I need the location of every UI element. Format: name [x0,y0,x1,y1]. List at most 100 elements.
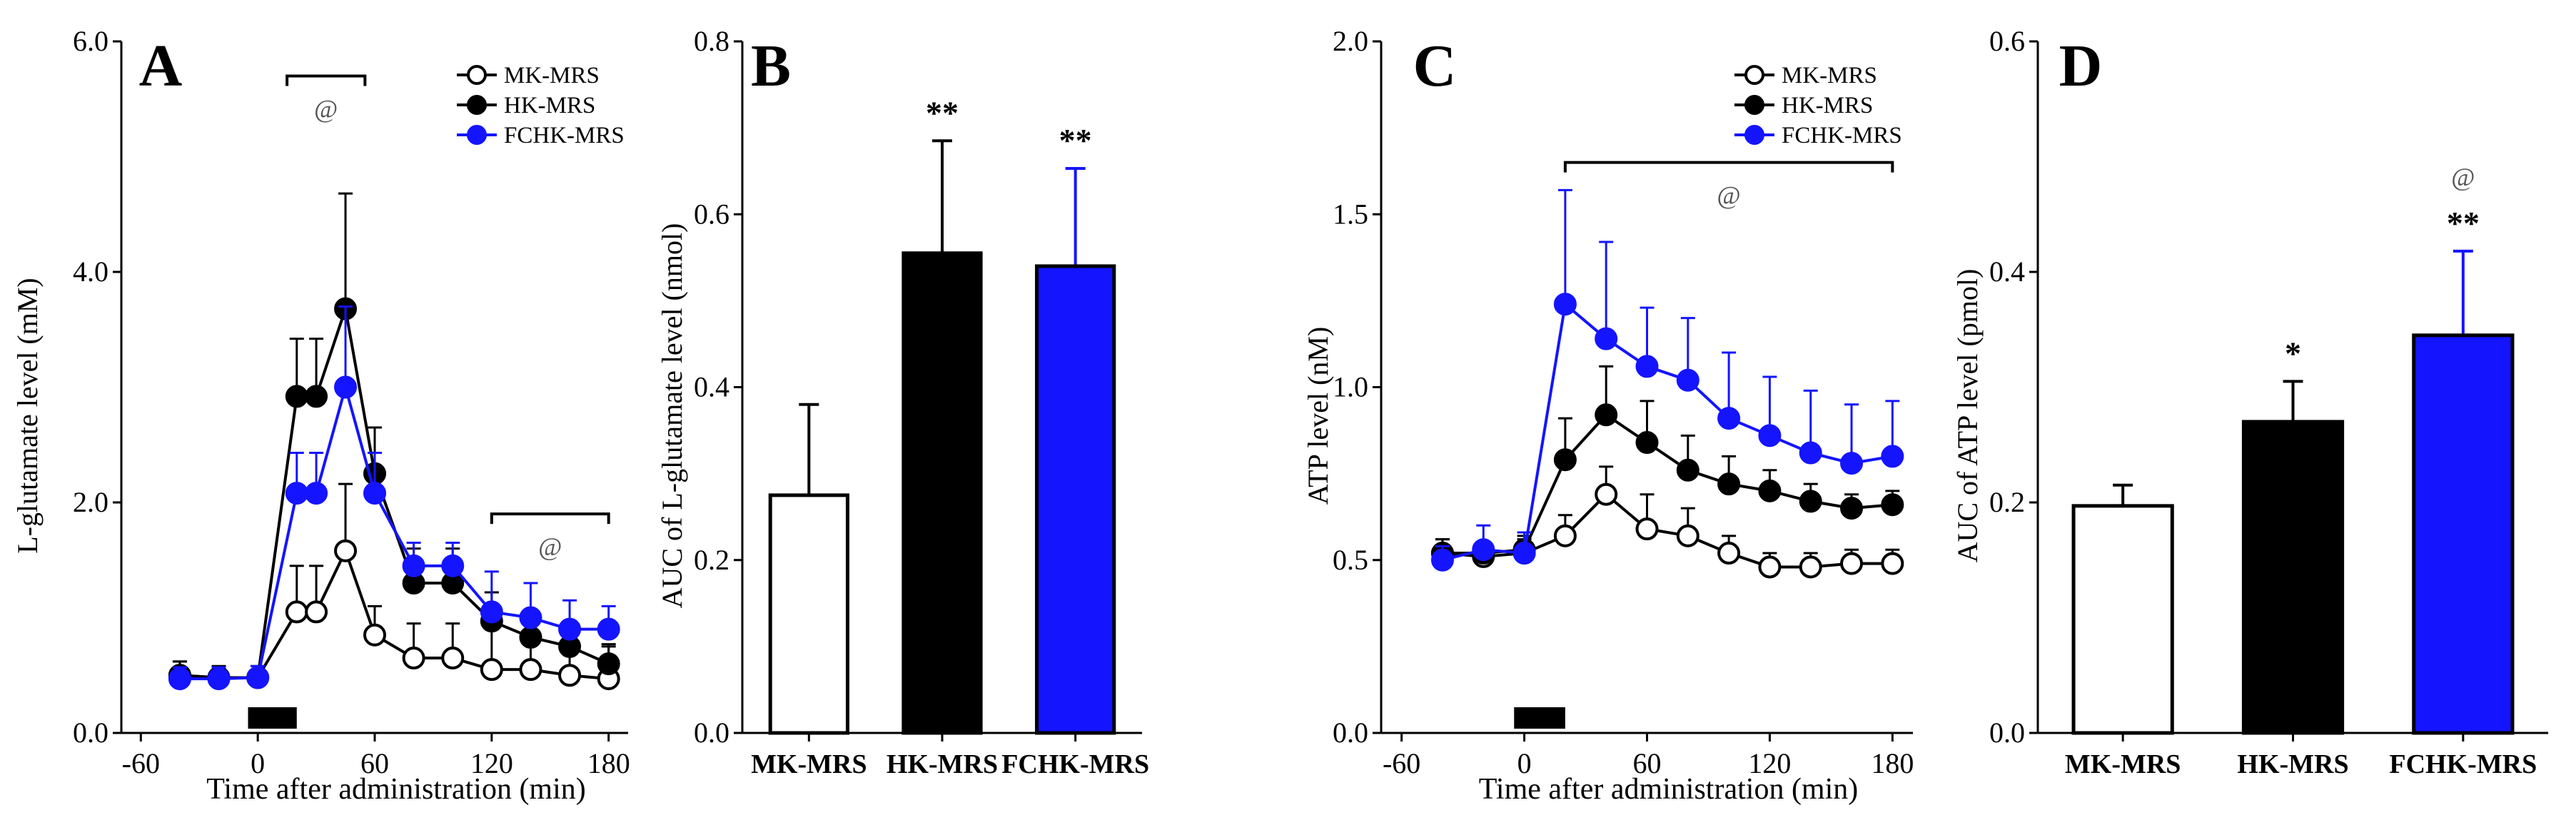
y-tick-label: 2.0 [1333,25,1368,57]
data-point [1676,458,1699,482]
data-point [480,658,503,682]
data-point [441,647,465,670]
data-point [1553,448,1577,472]
data-point [285,385,308,408]
legend-label: FCHK-MRS [504,123,625,148]
panel-a-line-chart: 0.0 2.0 4.0 6.0 L-glutamate level (mM) -60 0 60… [11,25,630,806]
data-point [597,617,620,641]
data-point [1799,441,1822,465]
panel-d-bar-chart: 0.0 0.2 0.4 0.6 AUC of ATP level (pmol) D MK-M… [1951,25,2548,779]
sig-annotation-0-bracket [286,74,367,86]
data-point [1840,452,1864,475]
series-fchk [1430,188,1904,572]
data-point [305,600,328,624]
data-point [305,482,328,505]
data-point [1758,555,1782,579]
series-mk [1430,465,1904,579]
legend-marker [467,65,487,85]
y-tick-label: 0.4 [1989,255,2025,288]
data-point [558,664,582,687]
data-point [363,623,386,647]
x-tick-label: 180 [1871,747,1914,779]
y-tick-label: 0.0 [1989,717,2025,749]
legend-marker [467,125,487,145]
bar-fchk-mrs [1035,264,1116,735]
x-tick-label: 120 [470,747,513,779]
data-point [1635,431,1659,455]
data-point [519,658,542,682]
series-line [1442,301,1893,562]
bar-mk-mrs [2071,504,2174,735]
legend-marker [1744,125,1764,145]
data-point [1881,552,1904,575]
data-point [1676,368,1699,392]
x-tick-label: -60 [122,747,160,779]
data-point [480,600,503,624]
sig-annotation-1-label: @ [538,532,562,561]
legend-label: MK-MRS [1782,63,1877,88]
sig-annotation-1-bracket [490,512,610,525]
y-tick-label: 0.5 [1333,544,1368,576]
y-tick-label: 1.0 [1333,371,1368,403]
sig-annotation-0-label: @ [314,94,338,123]
data-point [1758,479,1782,502]
panel-c-line-chart: 0.0 0.5 1.0 1.5 2.0 ATP level (nM) -60 0 60 120 18… [1302,25,1914,806]
x-tick-label: 0 [251,747,265,779]
data-point [334,539,358,562]
data-point [363,482,386,505]
series-hk [168,192,620,689]
category-label: MK-MRS [751,749,867,779]
sig-annotation-0-label: @ [1717,181,1741,210]
data-point [1635,517,1659,541]
series-line [179,547,609,681]
data-point [1717,472,1741,496]
y-tick-label: 0.6 [1989,25,2025,57]
legend-marker [1744,95,1764,115]
y-axis-label: ATP level (nM) [1302,327,1334,505]
panel-b-bar-chart: 0.0 0.2 0.4 0.6 0.8 AUC of L-glutamate level … [656,25,1149,779]
x-tick-label: 180 [587,747,630,779]
panel-label: A [139,33,183,99]
x-axis-label: Time after administration (min) [1479,773,1859,806]
y-tick-label: 0.0 [1333,717,1368,749]
data-point [519,606,542,629]
y-tick-label: 0.2 [1989,486,2025,518]
data-point [1799,555,1822,579]
legend-label: HK-MRS [504,93,595,118]
data-point [168,667,191,691]
y-tick-label: 6.0 [73,25,108,57]
data-point [334,375,358,399]
data-point [1512,542,1536,565]
data-point [207,667,231,691]
data-point [246,666,270,689]
data-point [1717,542,1741,565]
x-tick-label: -60 [1383,747,1420,779]
category-label: MK-MRS [2065,749,2181,779]
data-point [1881,445,1904,468]
legend-label: FCHK-MRS [1782,123,1902,148]
y-tick-label: 0.0 [694,717,729,749]
legend: MK-MRS HK-MRS FCHK-MRS [1734,63,1902,148]
data-point [285,482,308,505]
data-point [558,617,582,641]
y-axis-label: L-glutamate level (mM) [11,278,44,554]
significance-mark: ** [2447,205,2480,241]
data-point [1881,493,1904,517]
series-line [1442,492,1893,569]
bar-mk-mrs [768,493,849,735]
panel-label: D [2059,33,2103,99]
x-tick-label: 120 [1748,747,1791,779]
legend: MK-MRS HK-MRS FCHK-MRS [457,63,625,148]
x-tick-label: 60 [1633,747,1662,779]
dose-bar [248,707,297,729]
x-axis-label: Time after administration (min) [206,773,586,806]
significance-mark: ** [926,94,959,131]
legend-marker [1744,65,1764,85]
category-label: FCHK-MRS [1001,749,1149,779]
y-tick-label: 2.0 [73,486,108,518]
y-axis-label: AUC of L-glutamate level (nmol) [656,223,688,609]
sig-annotation-0-bracket [1563,161,1894,173]
data-point [597,652,620,676]
y-tick-label: 0.2 [694,544,729,576]
panel-label: C [1413,33,1457,99]
